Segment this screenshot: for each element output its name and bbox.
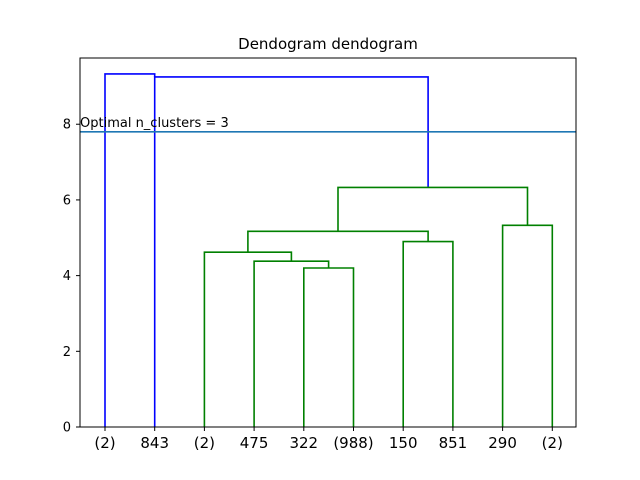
leaf-label-7: 851: [439, 434, 468, 452]
dendrogram-link-0: [104, 73, 156, 427]
y-tick-label-1: 2: [63, 345, 71, 360]
leaf-label-0: (2): [94, 434, 115, 452]
leaf-label-2: (2): [194, 434, 215, 452]
chart-title: Dendogram dendogram: [238, 35, 418, 53]
y-tick-label-4: 8: [63, 118, 71, 133]
dendrogram-link-8: [337, 186, 529, 232]
y-tick-label-2: 4: [63, 269, 71, 284]
threshold-group: Optimal n_clusters = 3: [80, 116, 576, 133]
leaf-label-1: 843: [140, 434, 169, 452]
y-tick-label-0: 0: [63, 421, 71, 436]
leaf-label-6: 150: [389, 434, 418, 452]
leaf-label-8: 290: [488, 434, 517, 452]
x-axis: (2) 843 (2) 475 322 (988) 150 851 290 (2): [94, 427, 563, 452]
leaf-label-5: (988): [333, 434, 373, 452]
plot-frame: [79, 57, 577, 428]
y-tick-label-3: 6: [63, 193, 71, 208]
leaf-label-9: (2): [542, 434, 563, 452]
leaf-label-4: 322: [289, 434, 318, 452]
y-axis: 0 2 4 6 8: [63, 118, 80, 436]
threshold-label: Optimal n_clusters = 3: [80, 116, 229, 131]
leaf-label-3: 475: [240, 434, 269, 452]
